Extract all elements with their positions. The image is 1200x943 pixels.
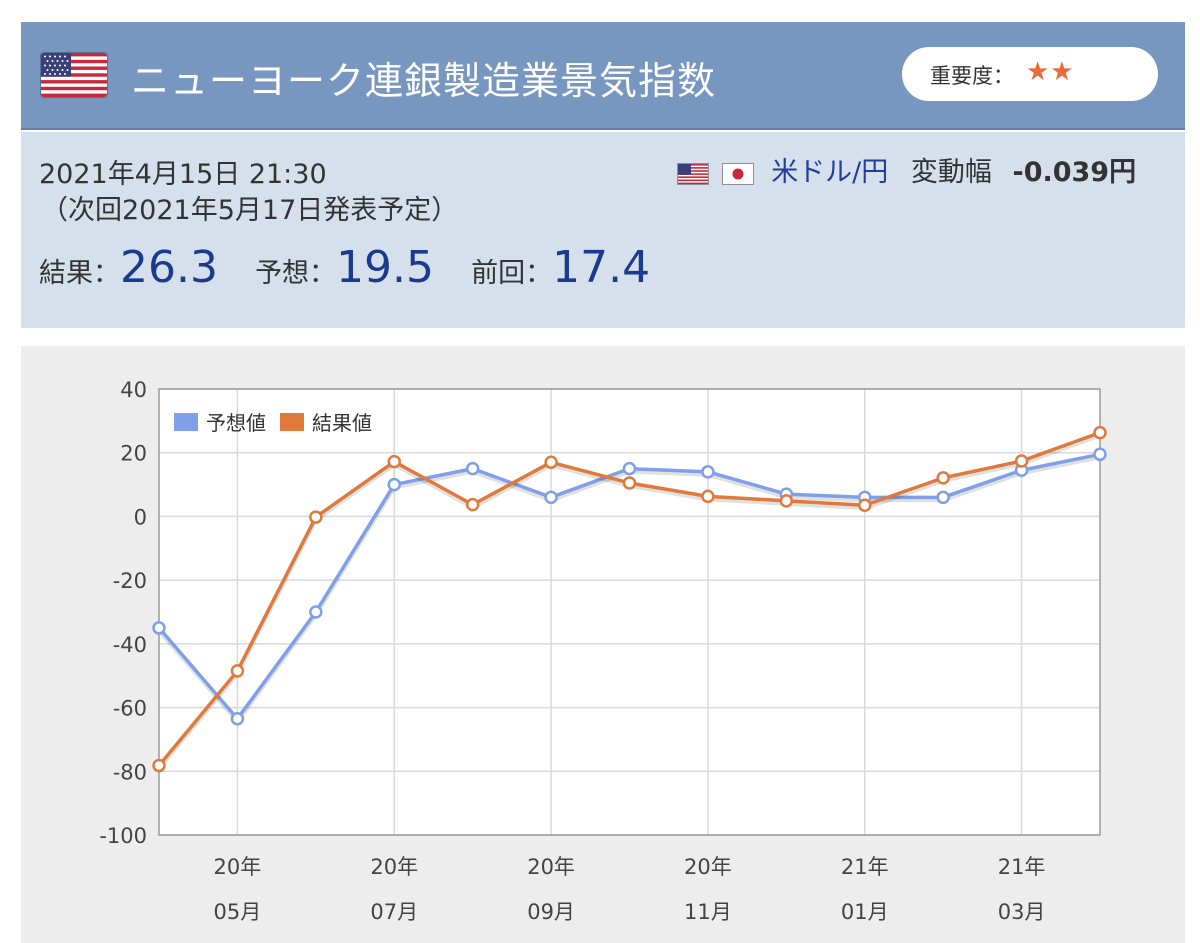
forecast-legend-swatch	[172, 411, 200, 433]
result-data-point	[152, 758, 166, 773]
y-tick-label: 40	[120, 378, 147, 402]
result-value: 26.3	[120, 242, 218, 293]
forecast-data-point	[465, 461, 480, 476]
result-label: 結果：	[39, 258, 120, 289]
previous-label: 前回：	[471, 258, 553, 289]
x-tick-label-month: 03月	[998, 900, 1046, 924]
previous-value: 17.4	[552, 242, 651, 293]
jp-flag-small-icon	[722, 163, 753, 184]
x-tick-label-year: 20年	[684, 855, 732, 879]
result-data-point	[387, 454, 401, 469]
x-tick-label-year: 21年	[841, 855, 889, 879]
result-legend-label: 結果値	[312, 411, 372, 435]
importance-label: 重要度：	[930, 64, 1014, 88]
x-tick-label-year: 20年	[527, 855, 575, 879]
us-flag-icon	[41, 53, 107, 97]
forecast-data-point	[1093, 447, 1107, 462]
y-tick-label: -40	[113, 633, 147, 657]
change-label: 変動幅	[910, 157, 992, 188]
x-tick-label-year: 21年	[998, 855, 1046, 879]
forecast-label: 予想：	[255, 258, 337, 289]
x-tick-label-month: 09月	[527, 900, 575, 924]
y-tick-label: -80	[113, 760, 147, 784]
y-tick-label: 0	[134, 505, 147, 529]
result-data-point	[230, 664, 245, 678]
result-data-point	[779, 494, 794, 508]
result-data-point	[622, 476, 637, 490]
x-tick-label-month: 07月	[370, 900, 418, 924]
x-tick-label-month: 05月	[214, 900, 262, 924]
forecast-data-point	[701, 465, 715, 479]
x-tick-label-year: 20年	[370, 855, 418, 879]
indicator-header: ニューヨーク連銀製造業景気指数 重要度： ★★	[21, 22, 1185, 130]
indicator-title: ニューヨーク連銀製造業景気指数	[131, 59, 717, 103]
importance-badge: 重要度： ★★	[902, 47, 1158, 101]
currency-pair-link[interactable]: 米ドル/円	[771, 157, 889, 188]
result-data-point	[858, 498, 872, 513]
line-chart: 40 20 0 -20 -40 -60 -80 -100 20年 05月 20年 07月 20年 09月 2…	[99, 378, 1107, 924]
result-data-point	[465, 497, 480, 512]
plot-border	[158, 388, 1101, 836]
y-tick-label: -60	[113, 697, 147, 721]
importance-stars-icon: ★★	[1026, 57, 1075, 87]
result-data-point	[544, 455, 558, 470]
forecast-data-point	[152, 621, 166, 635]
result-data-point	[701, 489, 715, 504]
x-tick-label-month: 11月	[684, 900, 732, 924]
release-info-panel: 2021年4月15日 21:30 （次回2021年5月17日発表予定） 米ドル/…	[21, 132, 1185, 328]
forecast-data-point	[544, 490, 558, 505]
y-tick-label: 20	[120, 442, 147, 466]
x-tick-label-month: 01月	[841, 900, 889, 924]
forecast-data-point	[230, 711, 245, 726]
forecast-data-point	[387, 477, 401, 492]
result-data-point	[1014, 454, 1029, 468]
forecast-value: 19.5	[336, 242, 435, 293]
next-release: （次回2021年5月17日発表予定）	[41, 195, 459, 226]
result-legend-swatch	[278, 411, 306, 433]
chart-panel: 40 20 0 -20 -40 -60 -80 -100 20年 05月 20年 07月 20年 09月 2…	[21, 346, 1185, 943]
x-tick-label-year: 20年	[214, 855, 262, 879]
forecast-data-point	[309, 605, 323, 619]
y-tick-label: -20	[113, 569, 147, 593]
indicator-values: 結果：26.3 予想：19.5 前回：17.4	[39, 242, 682, 293]
result-data-point	[1093, 425, 1107, 440]
forecast-legend-label: 予想値	[206, 411, 266, 435]
us-flag-small-icon	[678, 163, 708, 184]
release-datetime: 2021年4月15日 21:30	[39, 159, 327, 190]
forecast-data-point	[936, 490, 950, 505]
y-tick-label: -100	[99, 824, 147, 848]
forecast-data-point	[622, 461, 637, 476]
change-value: -0.039円	[1012, 157, 1137, 188]
currency-change: 米ドル/円 変動幅 -0.039円	[678, 150, 1136, 189]
result-data-point	[309, 510, 323, 524]
plot-area	[159, 389, 1100, 835]
result-data-point	[936, 471, 950, 485]
